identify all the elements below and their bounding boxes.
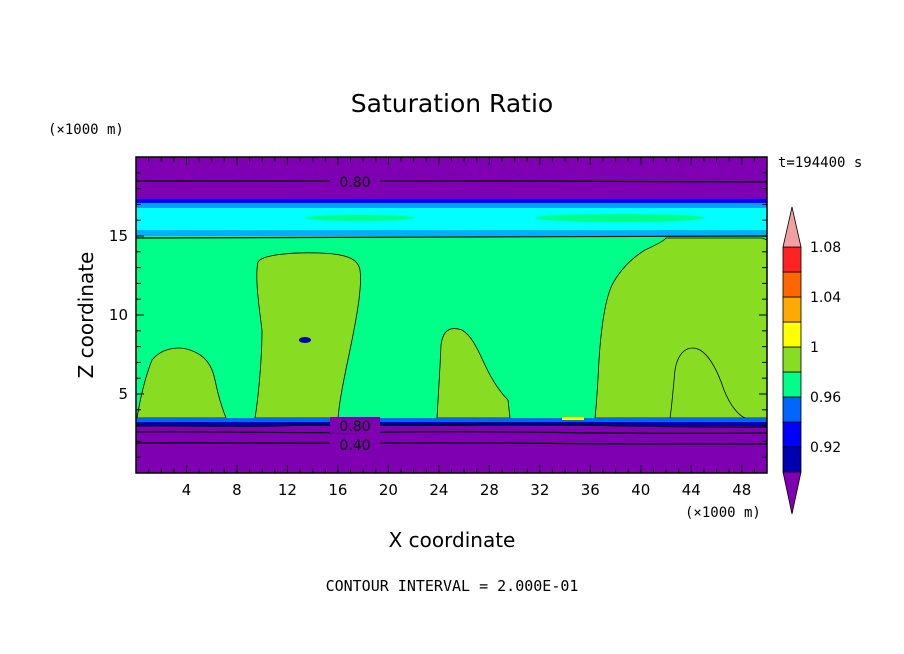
colorbar-label: 0.96 xyxy=(810,390,841,406)
x-tick-label: 44 xyxy=(682,481,701,499)
x-tick-label: 28 xyxy=(480,481,499,499)
colorbar-low-arrow xyxy=(782,471,802,515)
y-unit-label: (×1000 m) xyxy=(48,122,124,138)
colorbar-label: 1.04 xyxy=(810,290,841,306)
upper-band-sky xyxy=(136,230,767,236)
upper-patch-1 xyxy=(305,215,415,221)
colorbar-high-arrow xyxy=(782,206,802,248)
y-axis-label: Z coordinate xyxy=(74,252,98,379)
x-tick-label: 32 xyxy=(530,481,549,499)
upper-band-blue xyxy=(136,199,767,203)
contour-label-bg-3 xyxy=(330,436,380,452)
colorbar-swatch xyxy=(782,371,802,398)
chart-title: Saturation Ratio xyxy=(351,89,553,118)
x-tick-label: 36 xyxy=(581,481,600,499)
contour-interval-note: CONTOUR INTERVAL = 2.000E-01 xyxy=(326,577,579,595)
colorbar-swatch xyxy=(782,421,802,448)
contour-label: 0.40 xyxy=(339,438,370,454)
x-tick-label: 24 xyxy=(429,481,448,499)
contour-label-bg-2 xyxy=(330,417,380,433)
colorbar-swatch xyxy=(782,446,802,473)
upper-band-cyan xyxy=(136,208,767,230)
y-tick-label: 10 xyxy=(109,306,128,324)
contour-field xyxy=(136,157,767,473)
boundary-band-darkblue xyxy=(136,422,767,426)
contour-label: 0.80 xyxy=(339,419,370,435)
colorbar-label: 1.08 xyxy=(810,240,841,256)
x-tick-label: 8 xyxy=(232,481,242,499)
x-unit-label: (×1000 m) xyxy=(685,505,761,521)
y-tick-label: 5 xyxy=(118,385,128,403)
colorbar-swatch xyxy=(782,346,802,373)
x-axis-label: X coordinate xyxy=(389,528,516,552)
x-tick-label: 40 xyxy=(631,481,650,499)
contour-label: 0.80 xyxy=(339,175,370,191)
x-tick-label: 16 xyxy=(328,481,347,499)
colorbar-label: 1 xyxy=(810,340,819,356)
blue-patch xyxy=(299,337,311,343)
lower-dry-layer xyxy=(136,420,767,473)
upper-patch-2 xyxy=(535,214,705,222)
yellow-patch xyxy=(562,417,584,420)
colorbar-swatch xyxy=(782,396,802,423)
cloud-columns xyxy=(136,236,767,419)
colorbar-swatch xyxy=(782,271,802,298)
x-tick-label: 4 xyxy=(182,481,192,499)
y-tick-label: 15 xyxy=(109,227,128,245)
x-tick-label: 48 xyxy=(732,481,751,499)
contour-lines xyxy=(136,180,767,445)
x-tick-label: 12 xyxy=(278,481,297,499)
upper-band-lightblue xyxy=(136,203,767,208)
colorbar-label: 0.92 xyxy=(810,440,841,456)
colorbar: 1.08 1.04 1 0.96 0.92 xyxy=(782,206,841,515)
colorbar-swatch xyxy=(782,246,802,273)
contour-label-bg-1 xyxy=(330,173,380,189)
colorbar-swatch xyxy=(782,296,802,323)
time-label: t=194400 s xyxy=(778,155,862,171)
boundary-band-blue xyxy=(136,418,767,424)
x-tick-label: 20 xyxy=(379,481,398,499)
colorbar-swatch xyxy=(782,321,802,348)
